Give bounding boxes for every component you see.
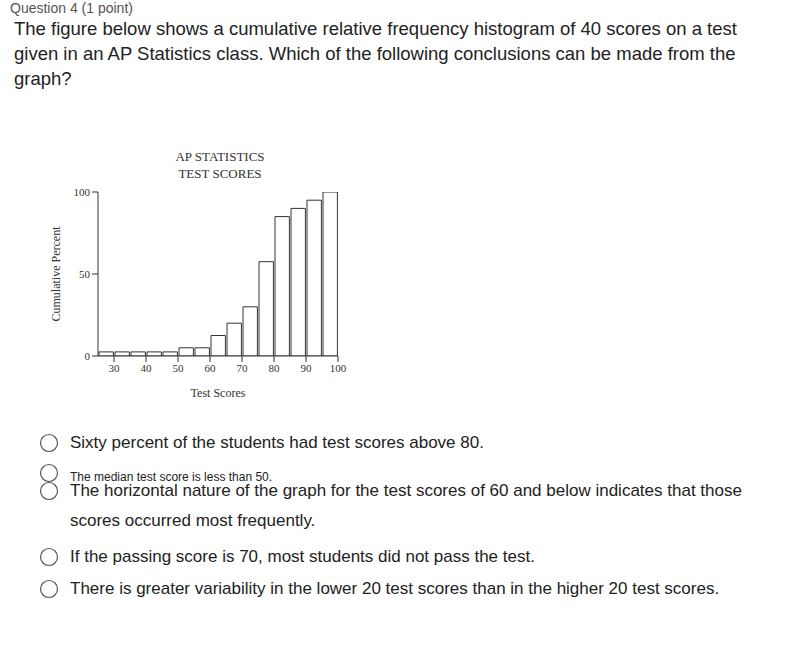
svg-text:100: 100 [74,186,91,198]
svg-text:80: 80 [269,362,281,374]
svg-text:50: 50 [173,362,185,374]
html-text:Sixty percent of the students: Sixty percent of the students had test s… [70,433,484,452]
svg-text:30: 30 [109,362,121,374]
html-text:If the passing score is 70, mo: If the passing score is 70, most student… [70,547,535,566]
html-text:TEST SCORES: TEST SCORES [178,166,262,181]
svg-text:90: 90 [301,362,313,374]
svg-text:100: 100 [330,362,347,374]
svg-text:70: 70 [237,362,249,374]
svg-text:Cumulative Percent: Cumulative Percent [50,226,63,322]
html-text:AP STATISTICS: AP STATISTICS [175,149,265,164]
svg-text:0: 0 [85,350,91,362]
html-text:The figure below shows a cumul: The figure below shows a cumulative rela… [14,18,737,89]
svg-text:40: 40 [141,362,153,374]
html-text:Question 4 (1 point): Question 4 (1 point) [10,0,133,16]
html-text:The horizontal nature of the g: The horizontal nature of the graph for t… [70,481,742,530]
html-text:There is greater variability i: There is greater variability in the lowe… [70,579,720,598]
svg-text:50: 50 [79,268,91,280]
svg-text:Test Scores: Test Scores [191,386,246,400]
svg-text:60: 60 [205,362,217,374]
html-text:The median test score is less: The median test score is less than 50. [70,470,273,484]
